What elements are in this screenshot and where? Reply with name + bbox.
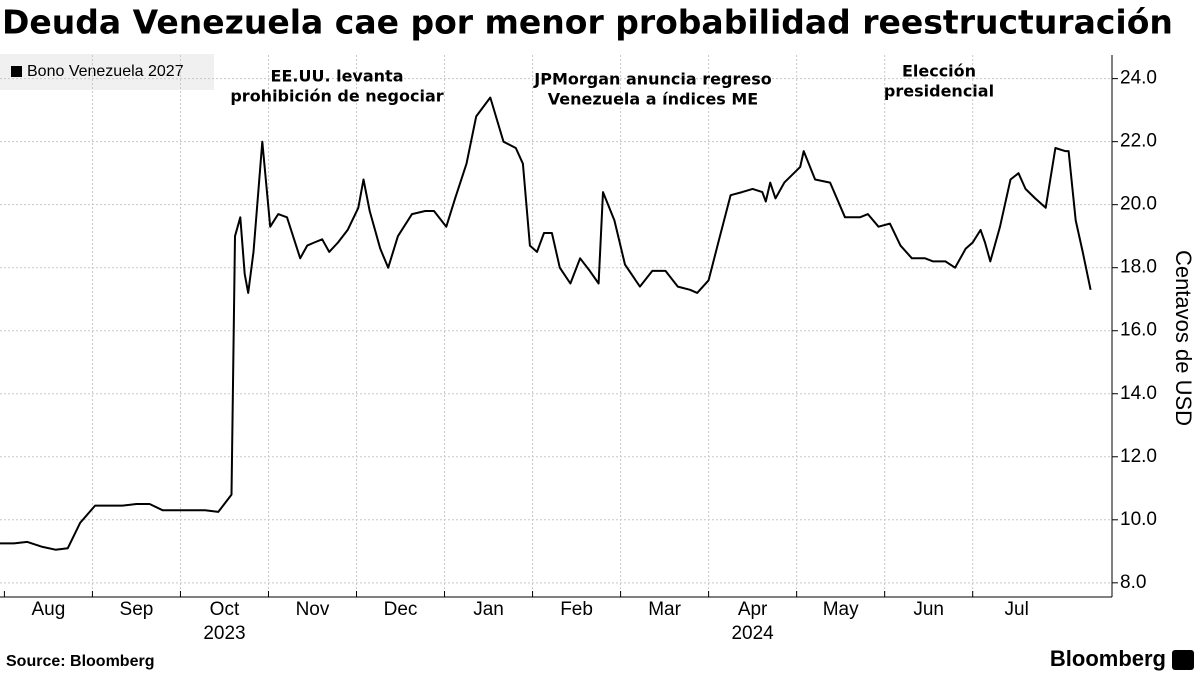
x-tick-label: Oct <box>210 599 240 620</box>
x-tick-label: Feb <box>560 599 593 620</box>
y-tick-label: 24.0 <box>1120 68 1157 89</box>
x-tick-label: Dec <box>384 599 418 620</box>
y-tick-label: 16.0 <box>1120 320 1157 341</box>
x-tick-label: Jan <box>473 599 504 620</box>
annotation: prohibición de negociar <box>230 87 443 106</box>
x-tick-label: Nov <box>296 599 330 620</box>
y-tick-label: 8.0 <box>1120 572 1146 593</box>
annotation: Elección <box>902 62 976 81</box>
x-tick-label: Aug <box>32 599 66 620</box>
brand: Bloomberg <box>1050 646 1166 671</box>
y-tick-label: 18.0 <box>1120 257 1157 278</box>
x-tick-label: Mar <box>648 599 681 620</box>
y-tick-label: 12.0 <box>1120 446 1157 467</box>
annotation: JPMorgan anuncia regreso <box>533 70 771 89</box>
y-axis-label: Centavos de USD <box>1171 250 1196 426</box>
x-tick-label: Jun <box>913 599 944 620</box>
y-tick-label: 20.0 <box>1120 194 1157 215</box>
x-tick-label: Apr <box>738 599 768 620</box>
source: Source: Bloomberg <box>6 653 154 670</box>
legend-box <box>0 54 214 90</box>
annotation: EE.UU. levanta <box>271 67 404 86</box>
year-label: 2023 <box>203 623 245 644</box>
x-tick-label: May <box>823 599 859 620</box>
series-line <box>0 96 1092 551</box>
x-tick-label: Sep <box>120 599 154 620</box>
y-tick-label: 10.0 <box>1120 509 1157 530</box>
chart-title: Deuda Venezuela cae por menor probabilid… <box>2 3 1173 42</box>
x-tick-label: Jul <box>1005 599 1029 620</box>
year-label: 2024 <box>731 623 774 644</box>
brand-icon <box>1172 650 1194 670</box>
legend-label: Bono Venezuela 2027 <box>27 63 184 80</box>
y-tick-label: 22.0 <box>1120 131 1157 152</box>
legend-swatch <box>11 66 22 77</box>
y-tick-label: 14.0 <box>1120 383 1157 404</box>
annotation: Venezuela a índices ME <box>548 90 758 109</box>
annotation: presidencial <box>884 82 994 101</box>
